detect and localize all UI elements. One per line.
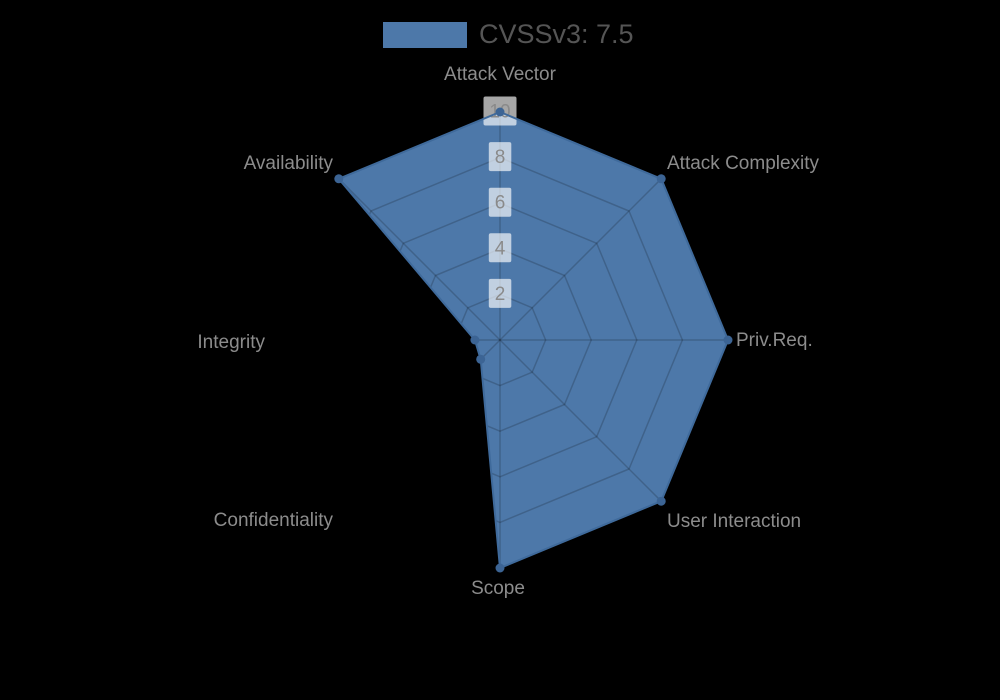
tick-backplate [488, 187, 512, 217]
axis-label-attack-complexity: Attack Complexity [667, 153, 820, 174]
tick-label: 6 [495, 193, 506, 214]
legend-label: CVSSv3: 7.5 [479, 19, 634, 49]
axis-label-integrity: Integrity [197, 332, 265, 353]
grid-spoke [338, 339, 501, 502]
series-fill [338, 112, 728, 568]
tick-backplate [488, 142, 512, 172]
axis-label-user-interaction: User Interaction [667, 511, 801, 532]
grid-ring [407, 247, 593, 433]
grid-spoke [499, 178, 662, 341]
axis-label-attack-vector: Attack Vector [444, 64, 557, 85]
grid-ring [453, 293, 547, 387]
tick-backplate [488, 278, 512, 308]
grid-spoke [338, 178, 501, 341]
series-point [495, 107, 505, 117]
series-point [495, 563, 505, 573]
grid-ring [362, 202, 638, 478]
tick-backplate [488, 233, 512, 263]
tick-label: 8 [495, 147, 506, 168]
series-point [656, 496, 666, 506]
axis-label-availability: Availability [244, 153, 334, 174]
axis-label-priv-req: Priv.Req. [736, 330, 813, 351]
grid-spoke [499, 339, 662, 502]
series-point [723, 335, 733, 345]
tick-label: 4 [495, 238, 506, 259]
axis-label-confidentiality: Confidentiality [214, 510, 334, 531]
chart-legend: CVSSv3: 7.5 [383, 19, 634, 50]
series-point [656, 174, 666, 184]
series-point [470, 335, 480, 345]
legend-swatch [383, 21, 467, 48]
tick-label: 2 [495, 284, 506, 305]
series-point [476, 354, 486, 364]
axis-label-scope: Scope [471, 578, 525, 599]
series-point [334, 174, 344, 184]
grid-ring [316, 156, 684, 524]
